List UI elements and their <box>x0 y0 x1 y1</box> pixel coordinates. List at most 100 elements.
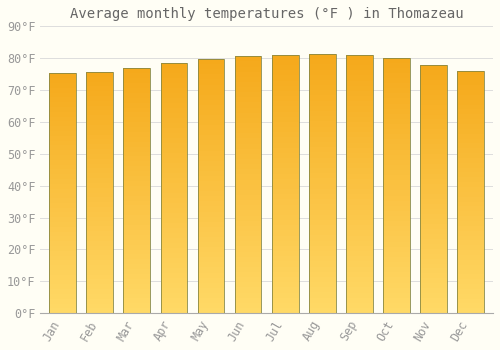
Bar <box>458 110 484 114</box>
Bar <box>49 93 76 97</box>
Bar <box>272 91 298 96</box>
Bar <box>235 133 262 139</box>
Bar <box>458 158 484 163</box>
Bar <box>235 287 262 293</box>
Bar <box>420 224 447 229</box>
Bar <box>86 130 113 135</box>
Bar <box>272 303 298 308</box>
Bar <box>235 113 262 118</box>
Bar <box>235 236 262 241</box>
Bar <box>309 240 336 246</box>
Bar <box>160 93 188 98</box>
Bar <box>49 107 76 112</box>
Bar <box>49 198 76 203</box>
Bar <box>272 65 298 70</box>
Bar <box>458 100 484 105</box>
Bar <box>309 90 336 96</box>
Bar <box>49 241 76 246</box>
Bar <box>309 282 336 287</box>
Bar <box>49 294 76 299</box>
Bar <box>198 232 224 237</box>
Bar <box>309 215 336 220</box>
Bar <box>420 144 447 149</box>
Bar <box>458 114 484 119</box>
Bar <box>86 120 113 125</box>
Bar <box>49 174 76 179</box>
Bar <box>420 130 447 134</box>
Bar <box>124 107 150 112</box>
Bar <box>86 265 113 270</box>
Bar <box>383 170 410 175</box>
Bar <box>160 233 188 238</box>
Bar <box>383 129 410 134</box>
Bar <box>160 218 188 223</box>
Bar <box>235 56 262 313</box>
Bar <box>49 121 76 126</box>
Bar <box>160 293 188 298</box>
Bar <box>458 308 484 313</box>
Bar <box>49 275 76 280</box>
Bar <box>309 142 336 147</box>
Bar <box>420 229 447 234</box>
Bar <box>309 194 336 199</box>
Bar <box>458 182 484 187</box>
Bar <box>124 122 150 127</box>
Bar <box>49 308 76 313</box>
Bar <box>458 303 484 308</box>
Bar <box>160 223 188 228</box>
Bar <box>272 179 298 184</box>
Bar <box>124 132 150 137</box>
Bar <box>272 194 298 200</box>
Bar <box>272 86 298 91</box>
Bar <box>235 66 262 72</box>
Bar <box>235 82 262 87</box>
Bar <box>124 186 150 191</box>
Bar <box>235 128 262 133</box>
Bar <box>309 298 336 303</box>
Bar <box>272 101 298 106</box>
Bar <box>346 153 373 158</box>
Bar <box>160 78 188 83</box>
Bar <box>124 264 150 269</box>
Bar <box>346 230 373 236</box>
Bar <box>346 225 373 230</box>
Bar <box>86 106 113 111</box>
Bar <box>86 246 113 251</box>
Bar <box>458 202 484 206</box>
Bar <box>383 83 410 88</box>
Bar <box>346 251 373 256</box>
Bar <box>160 153 188 158</box>
Bar <box>86 197 113 202</box>
Bar <box>420 174 447 179</box>
Bar <box>383 216 410 221</box>
Bar <box>420 169 447 174</box>
Bar <box>49 74 76 78</box>
Bar <box>309 168 336 173</box>
Bar <box>235 139 262 143</box>
Bar <box>198 84 224 90</box>
Bar <box>124 308 150 313</box>
Bar <box>86 101 113 106</box>
Bar <box>235 282 262 287</box>
Bar <box>383 108 410 114</box>
Bar <box>235 231 262 236</box>
Bar <box>346 148 373 153</box>
Bar <box>272 55 298 313</box>
Bar <box>160 208 188 213</box>
Bar <box>346 91 373 96</box>
Bar <box>272 287 298 293</box>
Bar <box>124 127 150 132</box>
Bar <box>86 72 113 313</box>
Bar <box>272 230 298 236</box>
Bar <box>86 178 113 183</box>
Bar <box>458 270 484 274</box>
Bar <box>346 194 373 200</box>
Bar <box>198 308 224 313</box>
Bar <box>124 250 150 254</box>
Bar <box>458 129 484 134</box>
Bar <box>383 282 410 288</box>
Bar <box>420 308 447 313</box>
Bar <box>198 156 224 161</box>
Bar <box>124 181 150 186</box>
Bar <box>383 272 410 278</box>
